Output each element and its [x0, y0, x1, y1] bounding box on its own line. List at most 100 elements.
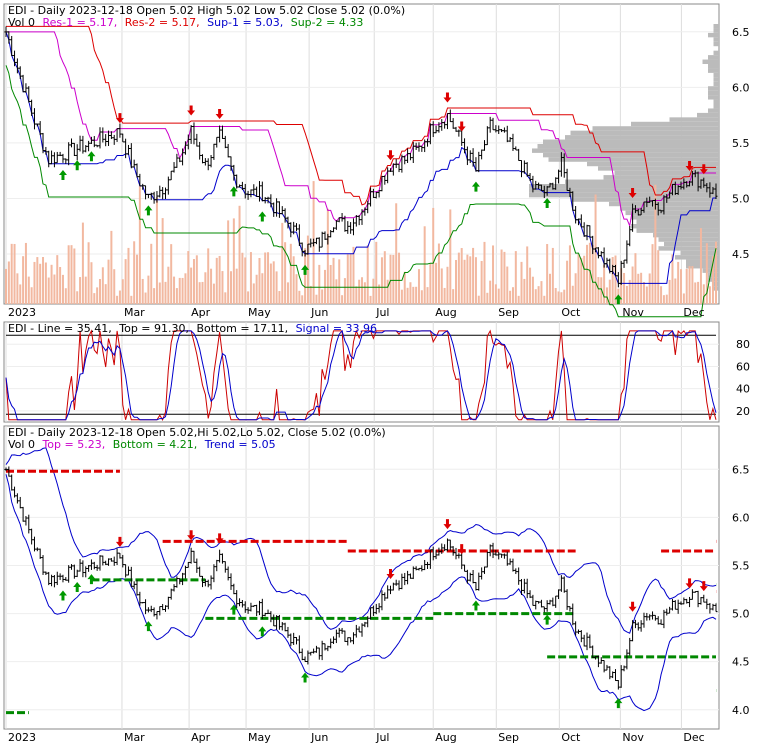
volume-bar	[84, 276, 87, 304]
volume-bar	[420, 290, 423, 304]
volume-bar	[255, 274, 258, 304]
volume-profile-bar	[529, 188, 719, 193]
volume-bar	[19, 284, 22, 304]
volume-bar	[258, 258, 261, 304]
volume-bar	[483, 241, 486, 304]
y-tick-label: 6.5	[732, 463, 750, 476]
y-tick-label: 5.5	[732, 137, 750, 150]
band-lines	[5, 447, 717, 715]
buy-arrow-icon	[614, 294, 623, 305]
sell-arrow-icon	[187, 105, 196, 116]
volume-profile-bar	[713, 104, 719, 109]
volume-bar	[329, 264, 332, 304]
volume-bar	[400, 289, 403, 304]
volume-bar	[286, 282, 289, 304]
volume-bar	[523, 278, 526, 304]
volume-bar	[64, 288, 67, 304]
volume-bar	[73, 248, 76, 304]
volume-bar	[141, 278, 144, 304]
volume-bar	[346, 254, 349, 304]
x-tick-label: Jun	[310, 731, 328, 744]
volume-bar	[224, 292, 227, 304]
sell-arrow-icon	[115, 113, 124, 124]
volume-bar	[170, 244, 173, 304]
res-2-line	[6, 25, 716, 206]
legend-res2: Res-2 = 5.17,	[125, 16, 200, 29]
volume-bar	[546, 244, 549, 304]
volume-profile-bar	[537, 144, 719, 149]
volume-bar	[33, 261, 36, 304]
buy-arrow-icon	[144, 205, 153, 216]
volume-bar	[597, 277, 600, 304]
legend-vol3: Vol 0	[8, 438, 35, 451]
volume-profile-bar	[529, 192, 719, 198]
volume-bar	[383, 251, 386, 304]
volume-bar	[449, 209, 452, 304]
panel3-legend: Vol 0 Top = 5.23, Bottom = 4.21, Trend =…	[8, 438, 276, 451]
sell-arrow-icon	[628, 601, 637, 612]
volume-bar	[164, 281, 167, 304]
price-bars-panel1	[4, 26, 718, 288]
sell-arrow-icon	[685, 161, 694, 172]
buy-arrow-icon	[87, 574, 96, 585]
volume-profile-bar	[713, 50, 719, 56]
volume-bar	[173, 276, 176, 304]
sell-arrow-icon	[628, 187, 637, 198]
volume-bar	[204, 272, 207, 304]
volume-profile-bar	[614, 170, 719, 176]
volume-bar	[39, 263, 42, 304]
x-tick-label: Sep	[498, 306, 519, 319]
volume-bar	[16, 273, 19, 304]
x-tick-label: Mar	[124, 731, 145, 744]
price-bars-panel3	[4, 466, 718, 690]
volume-bar	[338, 259, 341, 304]
volume-profile-bar	[713, 99, 719, 104]
volume-bar	[640, 272, 643, 304]
volume-bar	[637, 273, 640, 304]
volume-bar	[566, 260, 569, 304]
volume-bar	[298, 290, 301, 304]
volume-bar	[101, 267, 104, 304]
volume-bar	[76, 291, 79, 304]
y-tick-label: 4.5	[732, 656, 750, 669]
volume-bar	[511, 287, 514, 304]
volume-bar	[158, 282, 161, 304]
volume-bar	[70, 245, 73, 304]
volume-bar	[335, 279, 338, 304]
volume-bar	[269, 263, 272, 304]
volume-bar	[685, 268, 688, 304]
volume-bar	[529, 267, 532, 304]
panel1-title: EDI - Daily 2023-12-18 Open 5.02 High 5.…	[8, 4, 405, 17]
volume-bar	[560, 292, 563, 304]
sup-2-line	[5, 65, 717, 318]
volume-bar	[426, 287, 429, 304]
volume-bar	[651, 244, 654, 304]
volume-bar	[278, 291, 281, 304]
sup-1-line	[5, 31, 716, 284]
legend-sup2: Sup-2 = 4.33	[291, 16, 364, 29]
volume-bar	[600, 277, 603, 304]
x-tick-label: Dec	[683, 731, 704, 744]
buy-arrow-icon	[301, 264, 310, 275]
volume-profile-bar	[713, 24, 719, 29]
legend-res1: Res-1 = 5.17,	[42, 16, 117, 29]
volume-bar	[155, 197, 158, 304]
volume-bar	[289, 243, 292, 304]
volume-bar	[295, 274, 298, 304]
volume-bar	[648, 273, 651, 304]
volume-bar	[110, 230, 113, 304]
volume-bar	[574, 273, 577, 304]
y-tick-label: 40	[736, 383, 750, 396]
buy-arrow-icon	[301, 672, 310, 683]
x-tick-label: Jul	[375, 731, 389, 744]
volume-bar	[67, 245, 70, 304]
volume-bar	[175, 288, 178, 304]
volume-bar	[13, 243, 16, 304]
volume-bar	[10, 243, 13, 304]
volume-bar	[318, 264, 321, 304]
volume-bar	[241, 252, 244, 304]
y-tick-label: 80	[736, 338, 750, 351]
volume-bar	[674, 278, 677, 304]
volume-bar	[304, 248, 307, 304]
band-lower-line	[5, 474, 717, 712]
